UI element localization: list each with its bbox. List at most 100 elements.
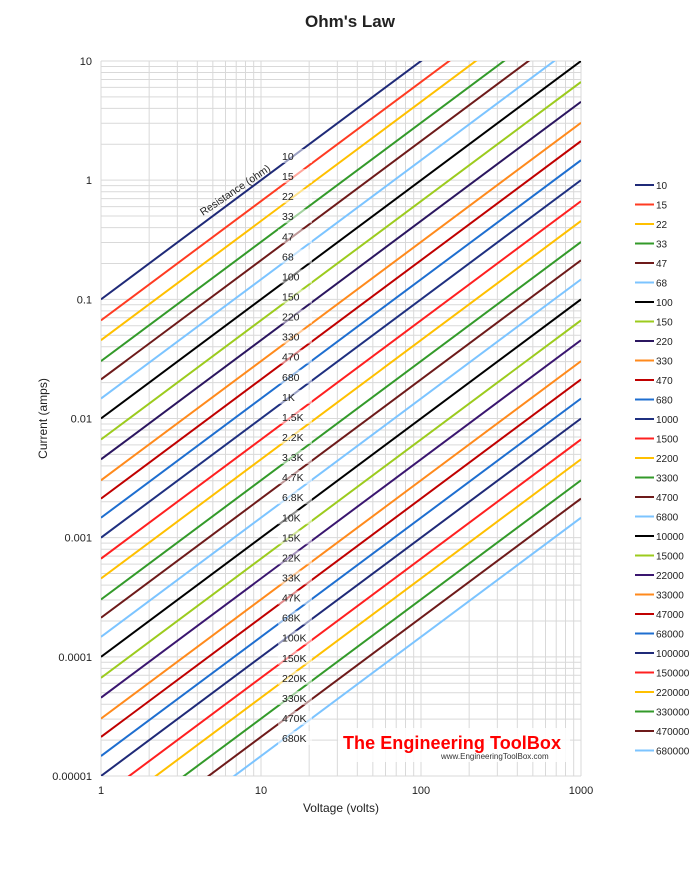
- series-line-68: [101, 61, 556, 400]
- series-line-6800: [101, 278, 581, 638]
- line-label-4700: 4.7K: [282, 472, 304, 484]
- line-label-background: [278, 570, 312, 585]
- series-line-2200: [101, 220, 581, 580]
- legend-label-680000: 680000: [656, 747, 690, 758]
- legend-label-220000: 220000: [656, 688, 690, 699]
- line-label-470: 470: [282, 352, 300, 364]
- x-tick-label: 1: [98, 785, 104, 797]
- line-label-47: 47: [282, 231, 294, 243]
- legend-label-33: 33: [656, 240, 668, 251]
- series-line-330: [101, 121, 581, 482]
- legend-label-150: 150: [656, 318, 673, 329]
- series-line-68000: [101, 397, 581, 757]
- series-line-330000: [182, 479, 581, 776]
- line-label-6800: 6.8K: [282, 492, 304, 504]
- series-line-33000: [101, 360, 581, 720]
- legend-label-6800: 6800: [656, 513, 679, 524]
- line-label-background: [278, 189, 312, 204]
- line-label-background: [278, 149, 312, 163]
- line-label-background: [278, 510, 312, 525]
- line-label-background: [278, 450, 312, 465]
- legend-label-33000: 33000: [656, 591, 684, 602]
- y-tick-label: 0.0001: [58, 652, 92, 664]
- legend-label-680: 680: [656, 396, 673, 407]
- line-label-background: [278, 530, 312, 545]
- line-label-background: [278, 389, 312, 404]
- series-line-470: [101, 140, 581, 500]
- line-label-33000: 33K: [282, 572, 301, 584]
- y-tick-label: 0.001: [64, 533, 92, 545]
- y-tick-label: 0.00001: [52, 771, 92, 783]
- series-line-15: [101, 61, 451, 322]
- series-line-47: [101, 61, 531, 381]
- watermark-brand: The Engineering ToolBox: [343, 733, 561, 753]
- line-label-2200: 2.2K: [282, 432, 304, 444]
- line-label-680000: 680K: [282, 733, 307, 745]
- line-label-background: [278, 169, 312, 184]
- legend-label-47000: 47000: [656, 610, 684, 621]
- series-line-22: [101, 61, 478, 341]
- line-label-47000: 47K: [282, 593, 301, 605]
- line-label-15: 15: [282, 171, 294, 183]
- legend-label-22000: 22000: [656, 571, 684, 582]
- line-label-100: 100: [282, 271, 300, 283]
- line-label-background: [278, 470, 312, 485]
- line-label-background: [278, 429, 312, 444]
- x-tick-label: 10: [255, 785, 267, 797]
- line-label-33: 33: [282, 211, 294, 223]
- series-line-150000: [127, 438, 581, 776]
- y-tick-label: 10: [80, 56, 92, 68]
- line-label-background: [278, 690, 312, 705]
- series-line-10000: [101, 298, 581, 658]
- legend-label-10: 10: [656, 181, 668, 192]
- line-label-background: [278, 369, 312, 384]
- line-label-background: [278, 209, 312, 224]
- legend-label-150000: 150000: [656, 669, 690, 680]
- legend-label-100: 100: [656, 298, 673, 309]
- y-tick-label: 0.01: [71, 414, 92, 426]
- legend-label-22: 22: [656, 220, 668, 231]
- watermark-background: [338, 728, 570, 762]
- line-label-1000: 1K: [282, 392, 295, 404]
- line-label-background: [278, 269, 312, 284]
- series-line-22000: [101, 339, 581, 699]
- line-label-22000: 22K: [282, 552, 301, 564]
- legend-label-10000: 10000: [656, 532, 684, 543]
- line-label-68000: 68K: [282, 613, 301, 625]
- series-line-47000: [101, 378, 581, 738]
- resistance-annotation: Resistance (ohm): [198, 163, 273, 219]
- series-line-10: [101, 61, 423, 301]
- line-label-background: [278, 329, 312, 344]
- line-label-background: [278, 309, 312, 324]
- line-label-330000: 330K: [282, 693, 307, 705]
- x-tick-label: 100: [412, 785, 430, 797]
- line-label-background: [278, 590, 312, 605]
- watermark-url: www.EngineeringToolBox.com: [440, 752, 549, 761]
- series-line-680: [101, 159, 581, 519]
- chart-title: Ohm's Law: [305, 12, 396, 31]
- line-label-background: [278, 710, 312, 725]
- series-line-3300: [101, 241, 581, 601]
- series-line-680000: [232, 516, 581, 776]
- line-label-background: [278, 550, 312, 565]
- legend-label-1500: 1500: [656, 435, 679, 446]
- legend-label-100000: 100000: [656, 649, 690, 660]
- series-line-100000: [101, 417, 581, 776]
- line-label-background: [278, 349, 312, 364]
- legend-label-15000: 15000: [656, 552, 684, 563]
- line-label-1500: 1.5K: [282, 412, 304, 424]
- legend-label-330: 330: [656, 357, 673, 368]
- y-tick-label: 0.1: [77, 294, 92, 306]
- legend-label-470: 470: [656, 376, 673, 387]
- line-label-220: 220: [282, 312, 300, 324]
- legend-label-15: 15: [656, 201, 668, 212]
- line-label-100000: 100K: [282, 633, 307, 645]
- series-line-1500: [101, 200, 581, 560]
- legend-label-2200: 2200: [656, 454, 679, 465]
- line-label-10: 10: [282, 151, 294, 163]
- legend-label-47: 47: [656, 259, 668, 270]
- line-label-background: [278, 409, 312, 424]
- legend-label-330000: 330000: [656, 708, 690, 719]
- legend-label-68: 68: [656, 279, 668, 290]
